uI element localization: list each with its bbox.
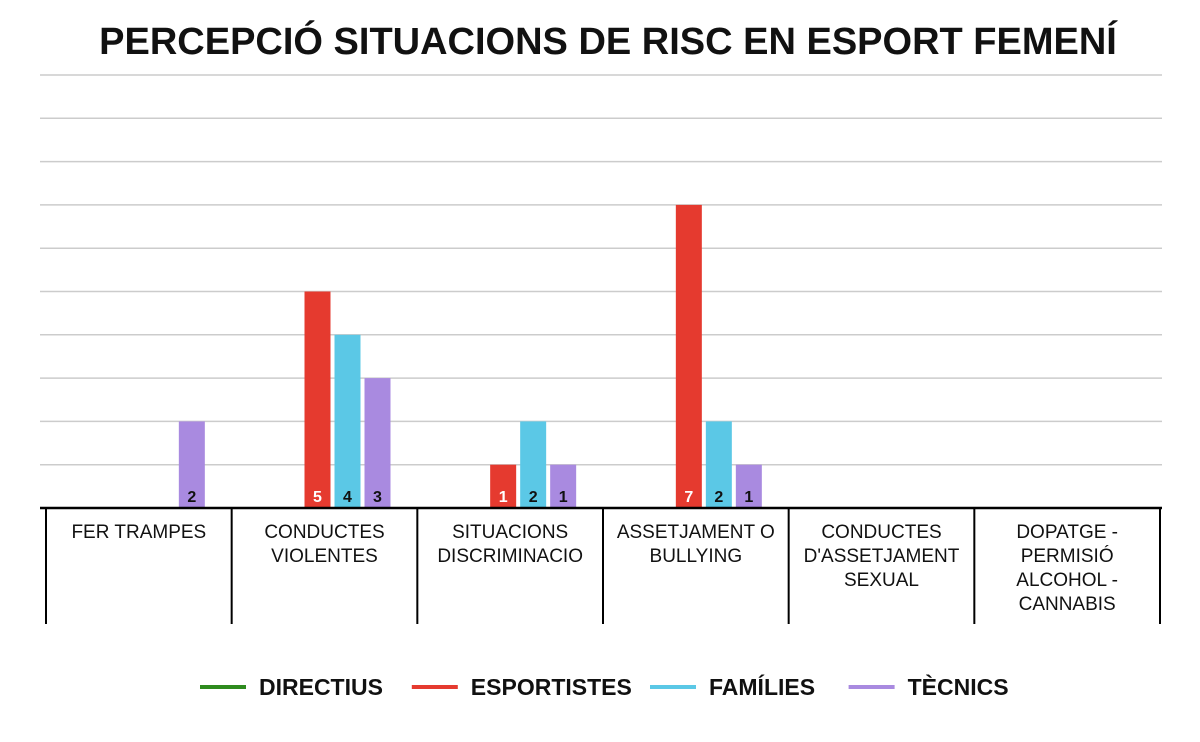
legend: DIRECTIUS ESPORTISTES FAMÍLIES TÈCNICS: [200, 673, 1009, 700]
category-label: ASSETJAMENT O BULLYING: [617, 522, 775, 567]
bar: [334, 334, 361, 508]
legend-label: ESPORTISTES: [471, 674, 632, 700]
category-axis: FER TRAMPES CONDUCTES VIOLENTES SITUACIONS D…: [40, 506, 1162, 624]
category-label-line: DISCRIMINACIO: [437, 546, 583, 567]
category-label-line: FER TRAMPES: [71, 522, 206, 543]
category-label-line: SITUACIONS: [452, 522, 568, 543]
bar-value-label: 1: [744, 489, 753, 506]
chart-title: PERCEPCIÓ SITUACIONS DE RISC EN ESPORT F…: [99, 19, 1118, 63]
bar: [675, 204, 702, 508]
bar-value-label: 1: [499, 489, 508, 506]
bar-value-label: 1: [559, 489, 568, 506]
bar-value-label: 2: [529, 489, 538, 506]
category-label-line: PERMISIÓ: [1021, 545, 1114, 567]
bar-value-label: 3: [373, 489, 382, 506]
bar: [520, 421, 547, 508]
bar: [364, 378, 391, 508]
legend-label: TÈCNICS: [908, 673, 1009, 700]
bar: [735, 464, 762, 508]
bar: [178, 421, 205, 508]
legend-label: DIRECTIUS: [259, 674, 383, 700]
category-label: DOPATGE -PERMISIÓ ALCOHOL - CANNABIS: [1016, 522, 1118, 615]
category-label-line: ASSETJAMENT O: [617, 522, 775, 543]
category-label-line: CONDUCTES: [821, 522, 941, 543]
category-label-line: SEXUAL: [844, 570, 919, 591]
gridlines: [40, 74, 1162, 466]
category-label-line: VIOLENTES: [271, 546, 378, 567]
bar-value-label: 7: [684, 489, 693, 506]
category-label-line: ALCOHOL -: [1016, 570, 1118, 591]
bar: [550, 464, 577, 508]
category-label: CONDUCTES VIOLENTES: [264, 522, 384, 567]
category-label: FER TRAMPES: [71, 522, 206, 543]
bar: [705, 421, 732, 508]
category-label-line: D'ASSETJAMENT: [804, 546, 960, 567]
bar-value-label: 4: [343, 489, 352, 506]
bar-value-label: 5: [313, 489, 322, 506]
category-label: CONDUCTES D'ASSETJAMENT SEXUAL: [804, 522, 960, 591]
category-label-line: CONDUCTES: [264, 522, 384, 543]
category-label-line: DOPATGE -: [1016, 522, 1118, 543]
bar-value-label: 2: [714, 489, 723, 506]
bar-value-label: 2: [187, 489, 196, 506]
bar: [490, 464, 517, 508]
category-label: SITUACIONS DISCRIMINACIO: [437, 522, 583, 567]
bars: 2 5 4 3 1 2 1 7 2 1: [178, 204, 762, 508]
category-label-line: BULLYING: [650, 546, 743, 567]
bar: [304, 291, 331, 508]
category-label-line: CANNABIS: [1019, 594, 1116, 615]
legend-label: FAMÍLIES: [709, 673, 815, 700]
